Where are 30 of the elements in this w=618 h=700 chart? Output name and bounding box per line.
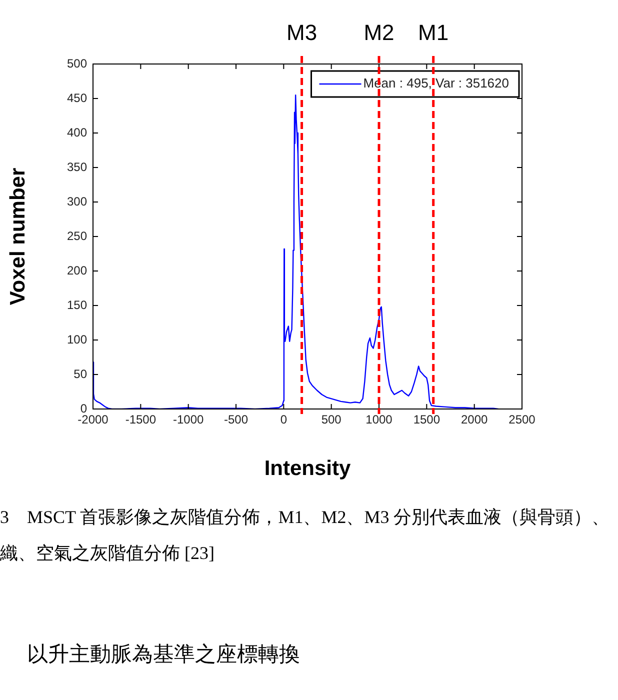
ref-line-label: M2 — [364, 20, 394, 46]
legend-label: Mean : 495, Var : 351620 — [363, 76, 509, 91]
x-tick-label: 500 — [321, 412, 342, 427]
y-tick-label: 450 — [66, 90, 88, 105]
x-tick-label: -1500 — [125, 412, 156, 427]
text: 以升主動脈為基準之座標轉換 — [27, 641, 300, 668]
y-tick-label: 100 — [66, 332, 88, 346]
x-axis-title: Intensity — [264, 457, 351, 480]
y-tick-label: 350 — [66, 160, 88, 174]
text: 織、空氣之灰階值分佈 [23] — [0, 542, 214, 565]
y-tick-label: 250 — [66, 228, 88, 243]
x-tick-label: 1500 — [413, 412, 440, 427]
x-tick-label: -1000 — [172, 412, 204, 427]
y-tick-label: 500 — [66, 56, 88, 70]
y-axis-title: Voxel number — [6, 168, 30, 306]
x-tick-label: 0 — [280, 412, 288, 427]
x-tick-label: 1000 — [366, 412, 393, 427]
y-tick-label: 200 — [66, 263, 88, 278]
x-tick-label: -2000 — [78, 412, 109, 427]
y-tick-label: 400 — [66, 125, 88, 140]
x-tick-label: -500 — [224, 412, 248, 427]
y-tick-label: 50 — [74, 366, 88, 381]
x-tick-label: 2500 — [508, 412, 536, 427]
y-tick-label: 300 — [66, 194, 88, 208]
y-tick-label: 150 — [66, 298, 88, 312]
text: 3 MSCT 首張影像之灰階值分佈，M1、M2、M3 分別代表血液（與骨頭）、 — [0, 506, 610, 529]
x-tick-label: 2000 — [460, 412, 488, 427]
y-tick-label: 0 — [80, 401, 88, 416]
ref-line-label: M1 — [418, 20, 449, 46]
ref-line-label: M3 — [286, 20, 318, 46]
